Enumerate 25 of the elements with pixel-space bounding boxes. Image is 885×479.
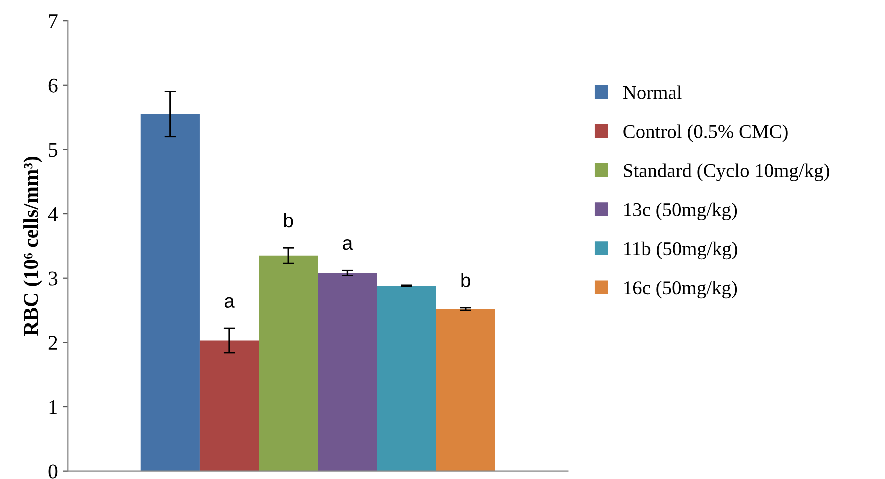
y-tick-label: 5 — [49, 143, 58, 158]
data-label: a — [224, 297, 235, 308]
data-label: a — [343, 239, 354, 250]
y-tick-label: 1 — [50, 400, 58, 414]
y-tick-label: 7 — [49, 14, 58, 28]
bar — [140, 114, 200, 472]
bar — [259, 256, 318, 472]
legend-label: Control (0.5% CMC) — [624, 124, 788, 142]
data-label: b — [462, 273, 470, 288]
legend-label: 16c (50mg/kg) — [624, 280, 738, 299]
data-label: b — [284, 213, 294, 228]
bar — [436, 309, 496, 472]
legend-label: 13c (50mg/kg) — [624, 202, 738, 221]
bar — [200, 340, 260, 472]
legend-label: Normal — [623, 86, 682, 100]
y-axis-title: RBC (10⁶ cells/mm³) — [24, 156, 42, 336]
legend-label: 11b (50mg/kg) — [624, 242, 738, 260]
legend-label: Standard (Cyclo 10mg/kg) — [624, 164, 830, 182]
y-tick-label: 2 — [48, 336, 58, 350]
bar — [318, 273, 378, 472]
y-tick-label: 6 — [48, 78, 58, 93]
y-tick-label: 3 — [49, 272, 58, 286]
bar — [377, 286, 436, 472]
y-tick-label: 4 — [48, 208, 58, 222]
y-tick-label: 0 — [48, 464, 58, 479]
